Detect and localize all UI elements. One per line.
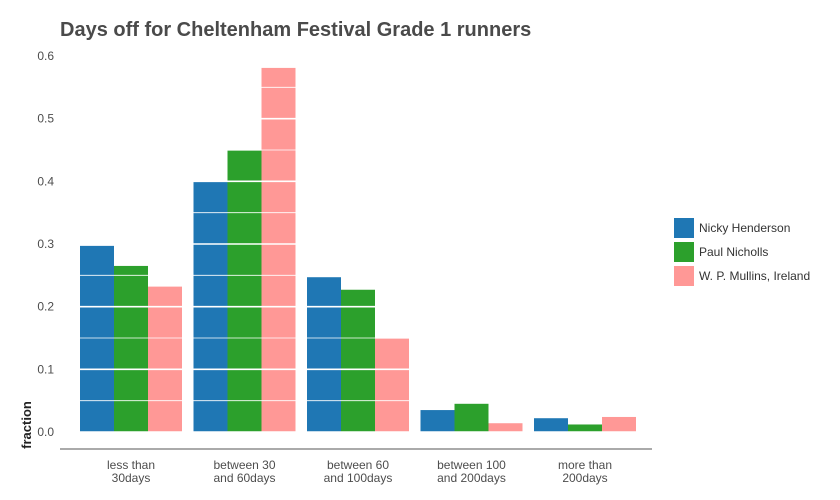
legend-swatch bbox=[674, 266, 694, 286]
bar bbox=[227, 150, 262, 433]
bar bbox=[261, 67, 296, 432]
legend-label: Paul Nicholls bbox=[699, 245, 768, 259]
bar bbox=[341, 289, 375, 432]
legend-swatch bbox=[674, 242, 694, 262]
bar bbox=[454, 403, 489, 432]
x-tick-label: between 60 and 100days bbox=[324, 458, 393, 485]
bar bbox=[114, 265, 148, 432]
legend-swatch bbox=[674, 218, 694, 238]
bar bbox=[602, 416, 636, 432]
y-tick-label: 0.6 bbox=[37, 49, 54, 63]
y-tick-label: 0.5 bbox=[37, 112, 54, 126]
legend-label: Nicky Henderson bbox=[699, 221, 790, 235]
legend: Nicky Henderson Paul Nicholls W. P. Mullin… bbox=[674, 218, 810, 286]
bars-group bbox=[60, 55, 652, 450]
bar bbox=[80, 245, 114, 432]
y-tick-label: 0.0 bbox=[37, 425, 54, 439]
bar bbox=[420, 410, 455, 432]
bar bbox=[148, 286, 182, 432]
y-tick-label: 0.1 bbox=[37, 362, 54, 376]
chart-title: Days off for Cheltenham Festival Grade 1… bbox=[60, 19, 531, 41]
bar bbox=[534, 418, 568, 432]
x-ticks-group: less than 30days between 30 and 60days betwe… bbox=[107, 458, 612, 485]
bar bbox=[488, 423, 523, 432]
x-tick-label: more than 200days bbox=[558, 458, 612, 485]
y-tick-label: 0.4 bbox=[37, 174, 54, 188]
bar bbox=[375, 338, 409, 432]
x-tick-label: less than 30days bbox=[107, 458, 155, 485]
bar bbox=[568, 424, 602, 432]
y-ticks-group: 0.0 0.1 0.2 0.3 0.4 0.5 0.6 bbox=[37, 49, 54, 439]
legend-label: W. P. Mullins, Ireland bbox=[699, 269, 810, 283]
y-tick-label: 0.3 bbox=[37, 237, 54, 251]
x-tick-label: between 100 and 200days bbox=[437, 458, 506, 485]
x-tick-label: between 30 and 60days bbox=[213, 458, 275, 485]
bar bbox=[307, 277, 341, 432]
y-axis-label: fraction bbox=[19, 401, 34, 449]
y-tick-label: 0.2 bbox=[37, 300, 54, 314]
